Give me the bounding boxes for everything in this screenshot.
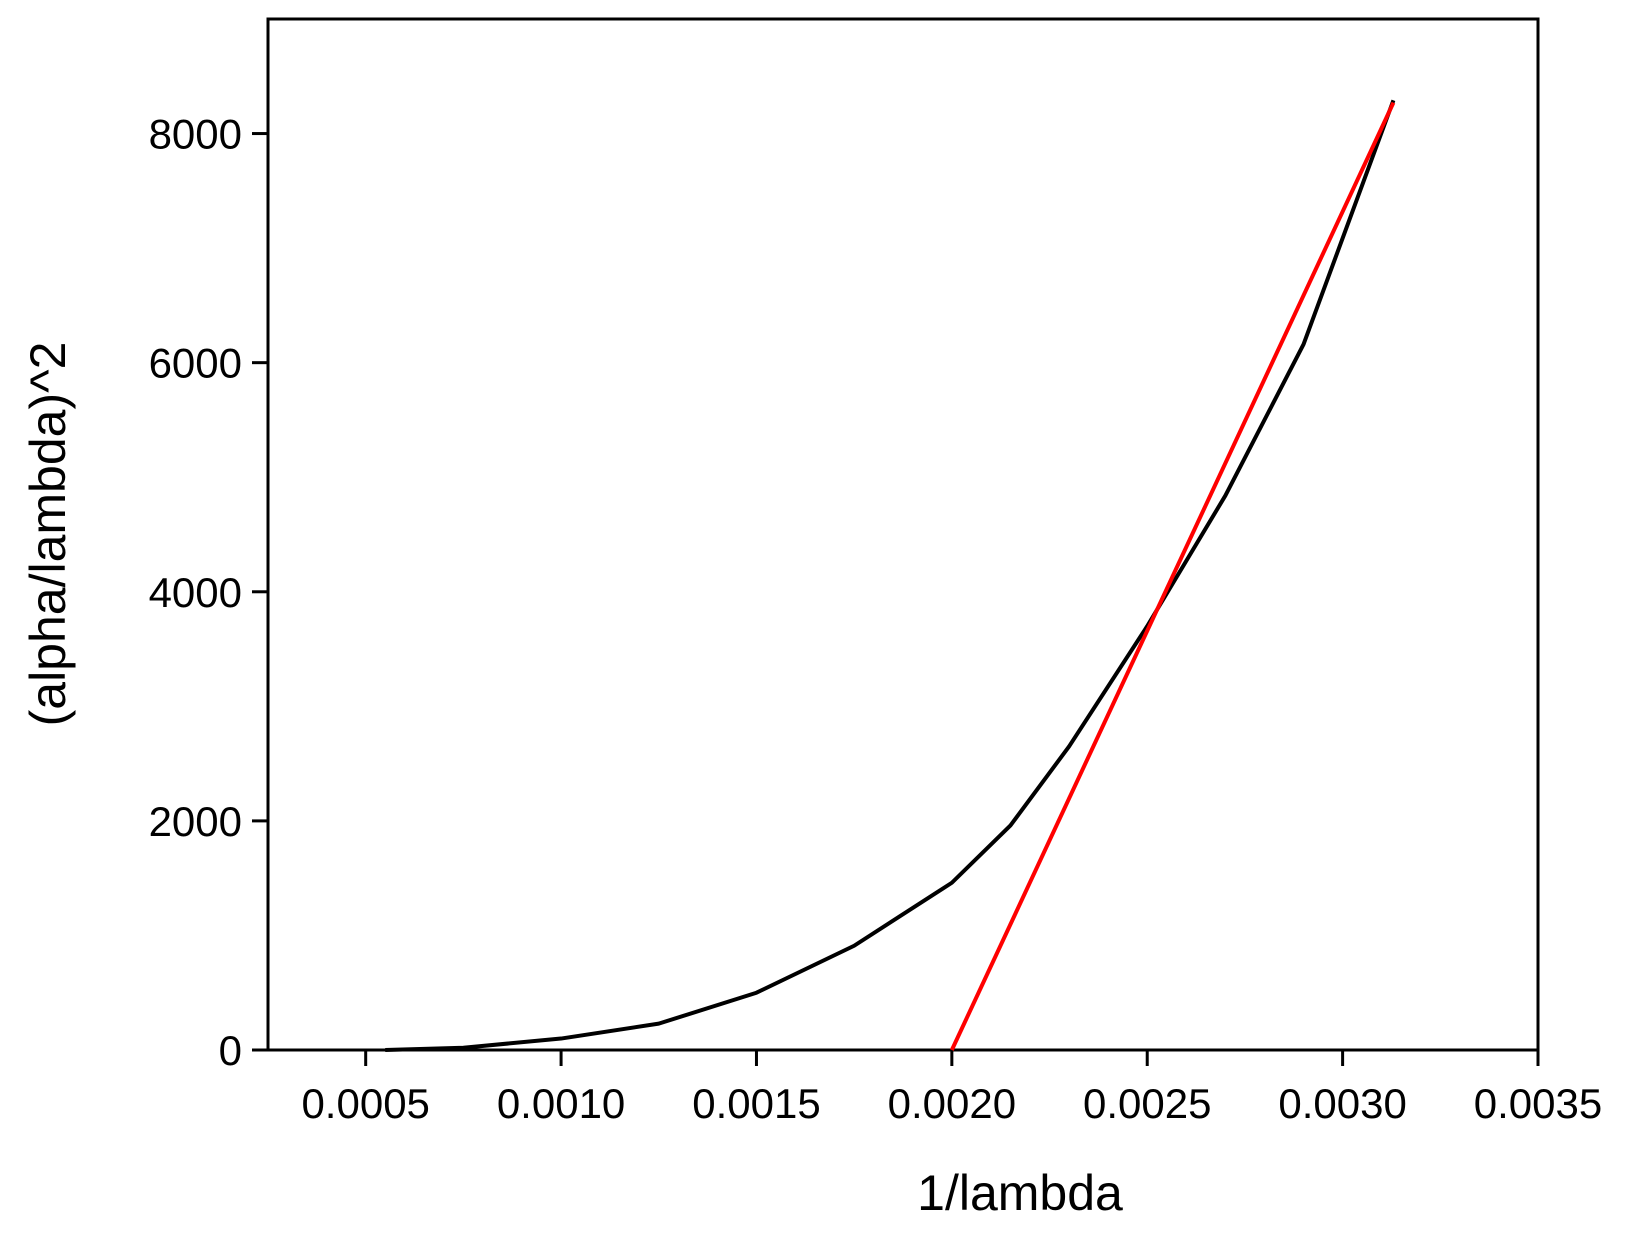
y-tick-label: 8000	[149, 111, 242, 158]
x-axis-label: 1/lambda	[917, 1165, 1123, 1221]
y-axis-label: (alpha/lambda)^2	[20, 342, 76, 727]
data-line	[950, 101, 1396, 1051]
plot-frame	[266, 17, 1540, 1052]
y-tick-label: 6000	[149, 340, 242, 387]
x-tick-label: 0.0015	[692, 1080, 820, 1127]
x-tick-label: 0.0005	[301, 1080, 429, 1127]
y-tick-label: 4000	[149, 569, 242, 616]
x-tick-label: 0.0020	[888, 1080, 1016, 1127]
data-line	[385, 99, 1396, 1052]
x-tick-label: 0.0035	[1474, 1080, 1602, 1127]
x-tick-label: 0.0010	[497, 1080, 625, 1127]
x-tick-label: 0.0025	[1083, 1080, 1211, 1127]
y-tick-label: 0	[219, 1027, 242, 1074]
x-tick-label: 0.0030	[1278, 1080, 1406, 1127]
y-tick-label: 2000	[149, 798, 242, 845]
